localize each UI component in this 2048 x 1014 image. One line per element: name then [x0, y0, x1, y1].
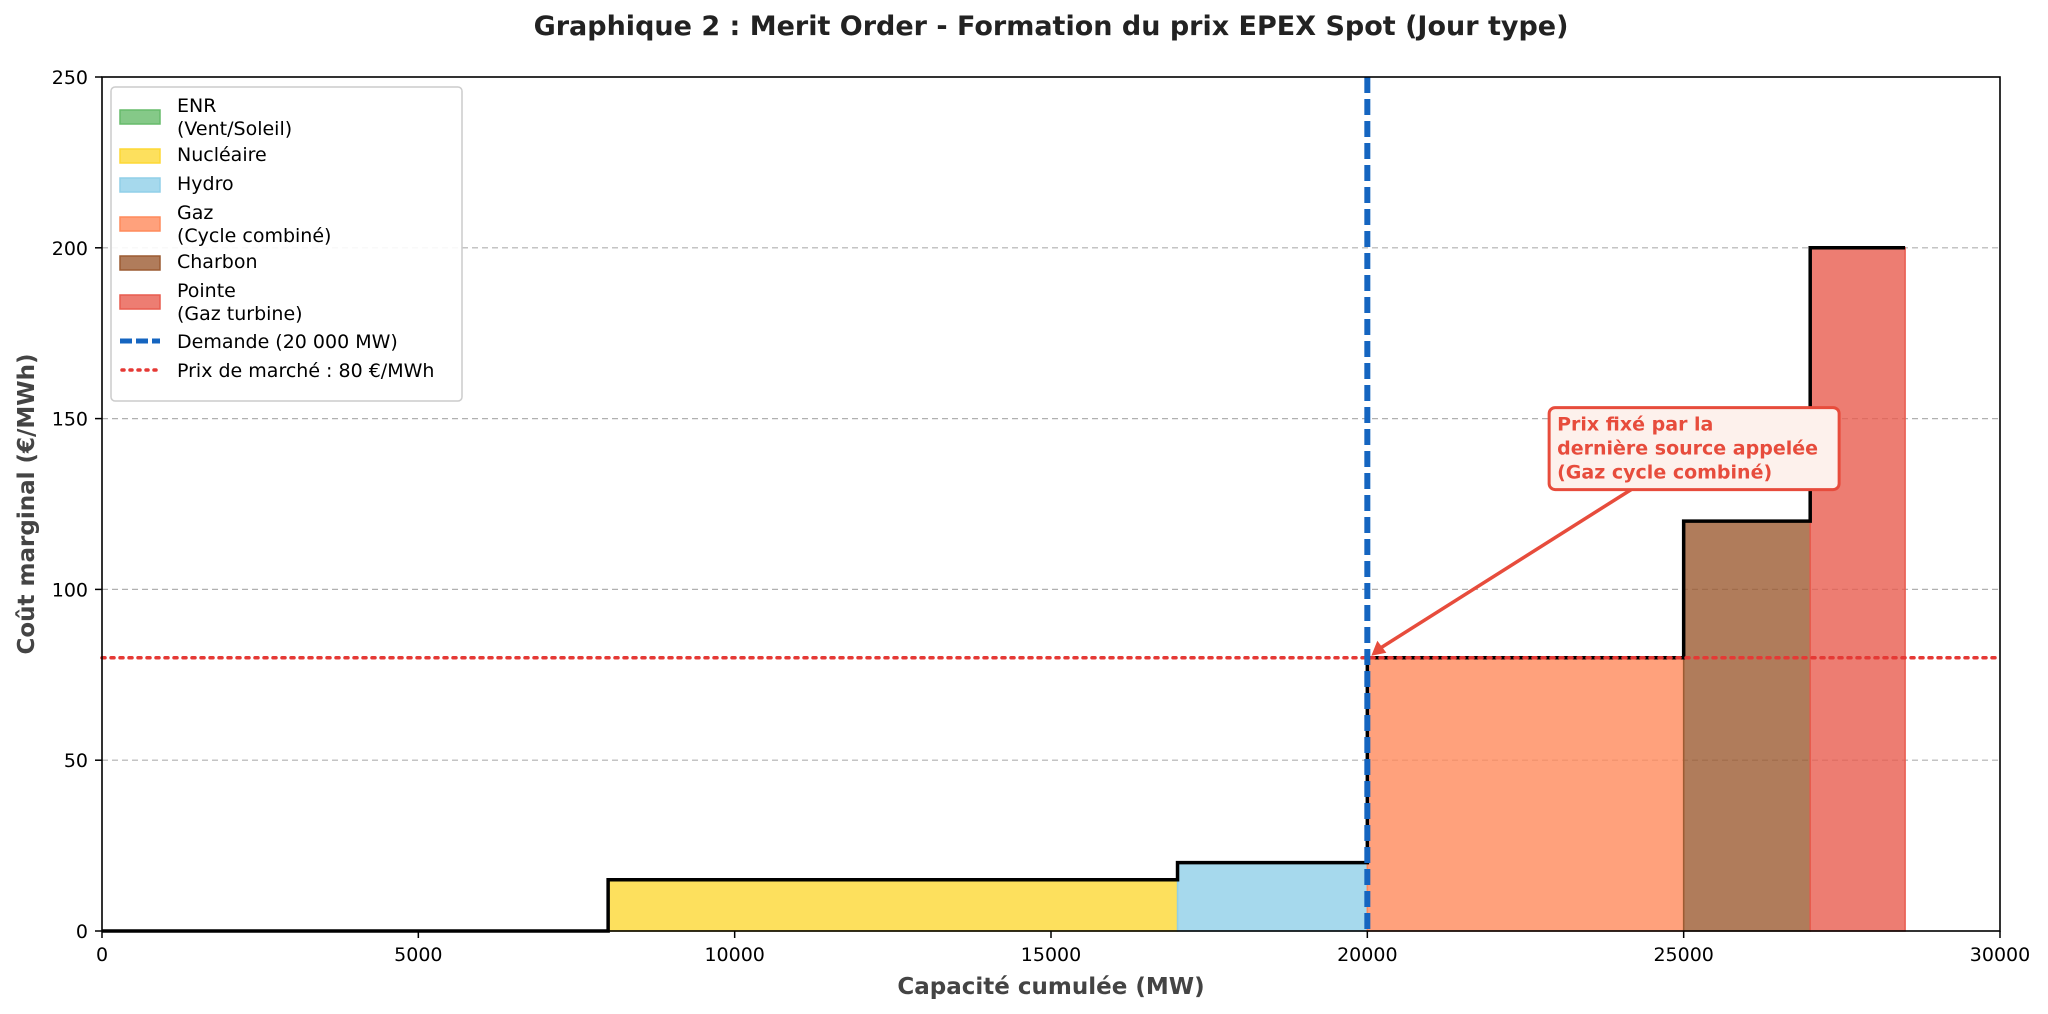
- x-tick-label: 25000: [1653, 944, 1713, 966]
- legend-label: Hydro: [177, 173, 234, 195]
- annotation-arrow-line: [1378, 488, 1633, 651]
- x-tick-label: 15000: [1021, 944, 1081, 966]
- legend-swatch: [119, 216, 161, 232]
- y-tick-label: 250: [52, 67, 88, 89]
- annotation-text: dernière source appelée: [1557, 438, 1818, 460]
- legend-swatch: [119, 177, 161, 193]
- bars: [607, 247, 1906, 932]
- reference-lines: [100, 77, 2002, 931]
- bar-4: [1682, 520, 1811, 932]
- bar-1: [607, 879, 1179, 932]
- x-tick-label: 5000: [394, 944, 442, 966]
- x-tick-label: 0: [96, 944, 108, 966]
- y-axis: 0 50 100 150 200 250: [52, 67, 102, 943]
- annotation-box: [1547, 406, 1841, 492]
- bar-2: [1176, 861, 1369, 932]
- legend-swatch: [119, 255, 161, 271]
- legend-label: Nucléaire: [177, 144, 267, 166]
- y-tick-label: 0: [76, 921, 88, 943]
- bar-5: [1809, 247, 1906, 932]
- y-tick-label: 100: [52, 579, 88, 601]
- x-axis-label: Capacité cumulée (MW): [897, 974, 1204, 1000]
- annotation-text: Prix fixé par la: [1557, 414, 1713, 436]
- legend: ENR (Vent/Soleil) Nucléaire Hydro Gaz (Cycle …: [110, 86, 463, 402]
- annotation-arrowhead: [1371, 640, 1387, 656]
- legend-box: [110, 86, 463, 402]
- legend-label: Demande (20 000 MW): [177, 331, 398, 353]
- legend-swatch: [119, 148, 161, 164]
- annotation-text: (Gaz cycle combiné): [1557, 462, 1772, 484]
- bar-3: [1366, 656, 1685, 932]
- y-axis-label: Coût marginal (€/MWh): [14, 353, 40, 654]
- x-axis: 0 5000 10000 15000 20000 25000 30000: [96, 931, 2030, 966]
- legend-label: ENR (Vent/Soleil): [177, 95, 292, 140]
- y-tick-label: 50: [64, 750, 88, 772]
- legend-swatch: [119, 294, 161, 310]
- legend-swatch: [119, 109, 161, 125]
- legend-label: Pointe (Gaz turbine): [177, 280, 303, 325]
- y-tick-label: 200: [52, 238, 88, 260]
- legend-label: Prix de marché : 80 €/MWh: [177, 360, 434, 382]
- legend-label: Gaz (Cycle combiné): [177, 202, 331, 247]
- y-tick-label: 150: [52, 409, 88, 431]
- legend-label: Charbon: [177, 251, 258, 273]
- x-tick-label: 10000: [704, 944, 764, 966]
- chart-title: Graphique 2 : Merit Order - Formation du…: [534, 11, 1569, 42]
- x-tick-label: 30000: [1970, 944, 2030, 966]
- x-tick-label: 20000: [1337, 944, 1397, 966]
